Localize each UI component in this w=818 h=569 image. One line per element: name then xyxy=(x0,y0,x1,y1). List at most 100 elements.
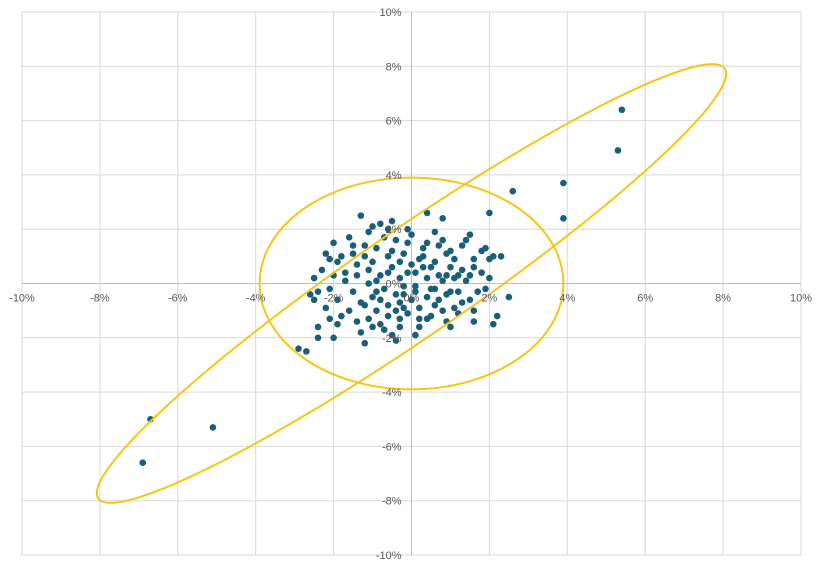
data-point xyxy=(482,285,489,293)
data-point xyxy=(361,339,369,347)
data-point xyxy=(404,225,411,233)
y-tick-label: 0% xyxy=(386,279,402,291)
data-point xyxy=(404,310,411,317)
data-point xyxy=(427,263,435,271)
y-tick-label: -8% xyxy=(382,496,402,508)
y-tick-label: 4% xyxy=(386,170,402,182)
data-point xyxy=(458,266,466,274)
data-point xyxy=(400,282,408,290)
data-point xyxy=(478,269,485,276)
data-point xyxy=(466,231,474,238)
data-point xyxy=(392,236,400,244)
x-tick-label: 6% xyxy=(637,293,653,305)
data-point xyxy=(497,253,505,260)
data-point xyxy=(377,296,384,304)
data-point xyxy=(326,285,334,293)
data-point xyxy=(310,274,318,282)
data-point xyxy=(384,312,392,320)
y-tick-label: -10% xyxy=(376,550,402,562)
data-point xyxy=(341,269,349,276)
data-point xyxy=(560,215,567,222)
data-point xyxy=(334,296,341,304)
data-point xyxy=(412,288,419,295)
x-tick-label: 8% xyxy=(715,293,731,305)
data-point xyxy=(373,277,380,285)
data-point xyxy=(462,277,470,285)
data-point xyxy=(338,253,345,260)
data-point xyxy=(443,250,450,257)
data-point xyxy=(310,296,318,304)
x-tick-label: 4% xyxy=(559,293,575,305)
data-point xyxy=(380,285,388,293)
x-tick-labels: -10% -8% -6% -4% -2% 0% 2% 4% 6% 8% 10% xyxy=(9,293,812,305)
data-point xyxy=(482,244,489,252)
x-tick-label: -6% xyxy=(168,293,188,305)
data-point xyxy=(462,236,470,244)
data-point xyxy=(474,288,482,295)
highlight-shapes xyxy=(95,63,728,504)
data-point xyxy=(365,266,372,274)
highlight-ellipse xyxy=(95,63,728,504)
x-tick-label: 10% xyxy=(790,293,812,305)
data-point xyxy=(365,280,372,287)
data-point xyxy=(486,209,493,217)
x-tick-label: -2% xyxy=(324,293,344,305)
y-tick-label: 8% xyxy=(386,61,402,73)
data-point xyxy=(392,307,400,314)
data-point xyxy=(505,293,513,301)
data-point xyxy=(408,261,415,268)
data-point xyxy=(388,247,396,255)
data-point xyxy=(435,272,443,279)
data-point xyxy=(560,179,567,187)
y-tick-labels: -10% -8% -6% -4% -2% 0% 2% 4% 6% 8% 10% xyxy=(376,7,402,562)
data-point xyxy=(447,263,454,271)
highlight-circle xyxy=(258,176,565,391)
data-point xyxy=(338,312,345,320)
data-point xyxy=(509,187,517,195)
data-point xyxy=(470,307,478,314)
data-point xyxy=(470,263,478,271)
data-point xyxy=(435,242,443,249)
data-point xyxy=(349,242,357,249)
data-point xyxy=(400,304,408,312)
data-point xyxy=(470,255,478,263)
data-point xyxy=(614,147,622,154)
data-point xyxy=(412,282,419,290)
data-point xyxy=(396,258,404,266)
data-point xyxy=(303,348,310,355)
data-point xyxy=(454,288,462,295)
data-point xyxy=(139,459,147,466)
data-point xyxy=(447,323,454,331)
y-tick-label: 10% xyxy=(379,7,401,19)
data-point xyxy=(419,263,427,271)
data-point xyxy=(431,228,439,236)
data-point xyxy=(458,242,466,249)
data-point xyxy=(334,258,341,266)
data-points xyxy=(139,106,626,466)
data-point xyxy=(353,272,361,279)
data-point xyxy=(439,215,446,222)
data-point xyxy=(306,291,314,298)
data-point xyxy=(384,225,392,233)
data-point xyxy=(384,301,392,309)
data-point xyxy=(489,320,497,328)
data-point xyxy=(423,274,431,282)
data-point xyxy=(486,255,493,263)
data-point xyxy=(373,288,380,295)
data-point xyxy=(423,293,431,301)
data-point xyxy=(443,272,450,279)
data-point xyxy=(400,291,408,298)
data-point xyxy=(423,239,431,247)
data-point xyxy=(396,315,404,323)
data-point xyxy=(361,253,369,260)
y-tick-label: 2% xyxy=(386,224,402,236)
y-tick-label: -2% xyxy=(382,333,402,345)
data-point xyxy=(377,320,384,328)
axes xyxy=(22,12,801,555)
data-point xyxy=(330,239,337,247)
data-point xyxy=(318,266,326,274)
data-point xyxy=(388,331,396,339)
x-tick-label: 0% xyxy=(404,293,420,305)
data-point xyxy=(314,334,322,342)
x-tick-label: -8% xyxy=(90,293,110,305)
